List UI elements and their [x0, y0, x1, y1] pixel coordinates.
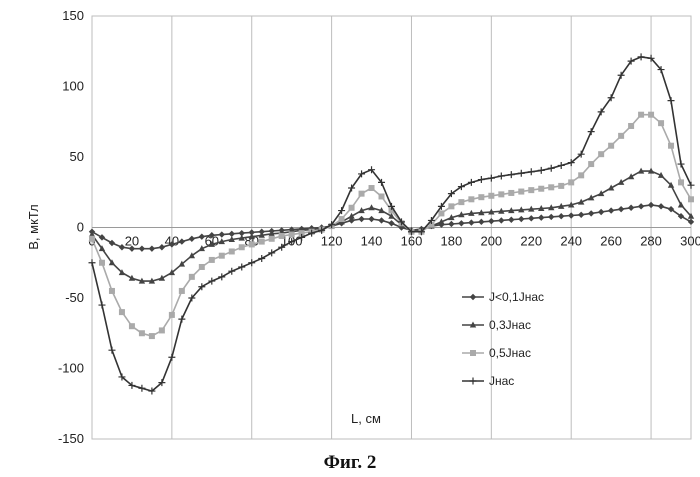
y-tick-label: 50	[70, 149, 84, 164]
data-point	[109, 288, 115, 294]
data-point	[668, 143, 674, 149]
y-tick-label: -150	[58, 431, 84, 446]
data-point	[528, 187, 534, 193]
data-point	[139, 330, 145, 336]
data-point	[518, 189, 524, 195]
data-point	[219, 253, 225, 259]
legend-label: 0,5Jнас	[489, 346, 531, 360]
data-point	[488, 193, 494, 199]
data-point	[618, 133, 624, 139]
data-point	[568, 179, 574, 185]
data-point	[448, 203, 454, 209]
data-point	[359, 191, 365, 197]
data-point	[608, 143, 614, 149]
data-point	[598, 151, 604, 157]
data-point	[688, 196, 694, 202]
data-point	[548, 184, 554, 190]
legend-swatch-marker	[470, 350, 476, 356]
data-point	[558, 183, 564, 189]
x-tick-label: 200	[480, 234, 502, 249]
data-point	[199, 264, 205, 270]
data-point	[438, 210, 444, 216]
data-point	[149, 333, 155, 339]
x-tick-label: 220	[520, 234, 542, 249]
data-point	[239, 244, 245, 250]
data-point	[169, 312, 175, 318]
data-point	[628, 123, 634, 129]
figure-caption: Фиг. 2	[0, 452, 700, 474]
x-tick-label: 280	[640, 234, 662, 249]
data-point	[289, 232, 295, 238]
x-tick-label: 300	[680, 234, 700, 249]
data-point	[159, 327, 165, 333]
data-point	[379, 193, 385, 199]
y-tick-label: 0	[77, 220, 84, 235]
y-tick-label: -50	[65, 290, 84, 305]
data-point	[468, 196, 474, 202]
data-point	[369, 185, 375, 191]
y-tick-labels: -150 -100 -50 0 50 100 150	[58, 8, 84, 446]
data-point	[179, 288, 185, 294]
line-chart: -150-100-50050100150 0204060801001201401…	[0, 0, 700, 450]
data-point	[129, 323, 135, 329]
data-point	[349, 205, 355, 211]
data-point	[638, 112, 644, 118]
data-point	[508, 190, 514, 196]
data-point	[658, 120, 664, 126]
data-point	[269, 236, 275, 242]
y-tick-label: -100	[58, 361, 84, 376]
data-point	[279, 233, 285, 239]
data-point	[678, 179, 684, 185]
legend-label: 0,3Jнас	[489, 318, 531, 332]
x-tick-label: 120	[321, 234, 343, 249]
data-point	[478, 194, 484, 200]
legend-label: Jнас	[489, 374, 514, 388]
data-point	[99, 260, 105, 266]
data-point	[498, 191, 504, 197]
data-point	[648, 112, 654, 118]
y-tick-label: 150	[62, 8, 84, 23]
y-axis-label: B, мкТл	[26, 204, 41, 249]
data-point	[229, 248, 235, 254]
x-tick-label: 240	[560, 234, 582, 249]
x-tick-label: 180	[441, 234, 463, 249]
data-point	[89, 236, 95, 242]
legend-label: J<0,1Jнас	[489, 290, 544, 304]
data-point	[209, 257, 215, 263]
data-point	[588, 161, 594, 167]
x-axis-label: L, см	[351, 411, 381, 426]
data-point	[119, 309, 125, 315]
x-tick-label: 160	[401, 234, 423, 249]
data-point	[259, 239, 265, 245]
data-point	[458, 199, 464, 205]
y-tick-label: 100	[62, 79, 84, 94]
data-point	[189, 274, 195, 280]
x-tick-label: 260	[600, 234, 622, 249]
x-tick-label: 140	[361, 234, 383, 249]
data-point	[249, 241, 255, 247]
data-point	[538, 186, 544, 192]
data-point	[578, 172, 584, 178]
data-point	[339, 216, 345, 222]
